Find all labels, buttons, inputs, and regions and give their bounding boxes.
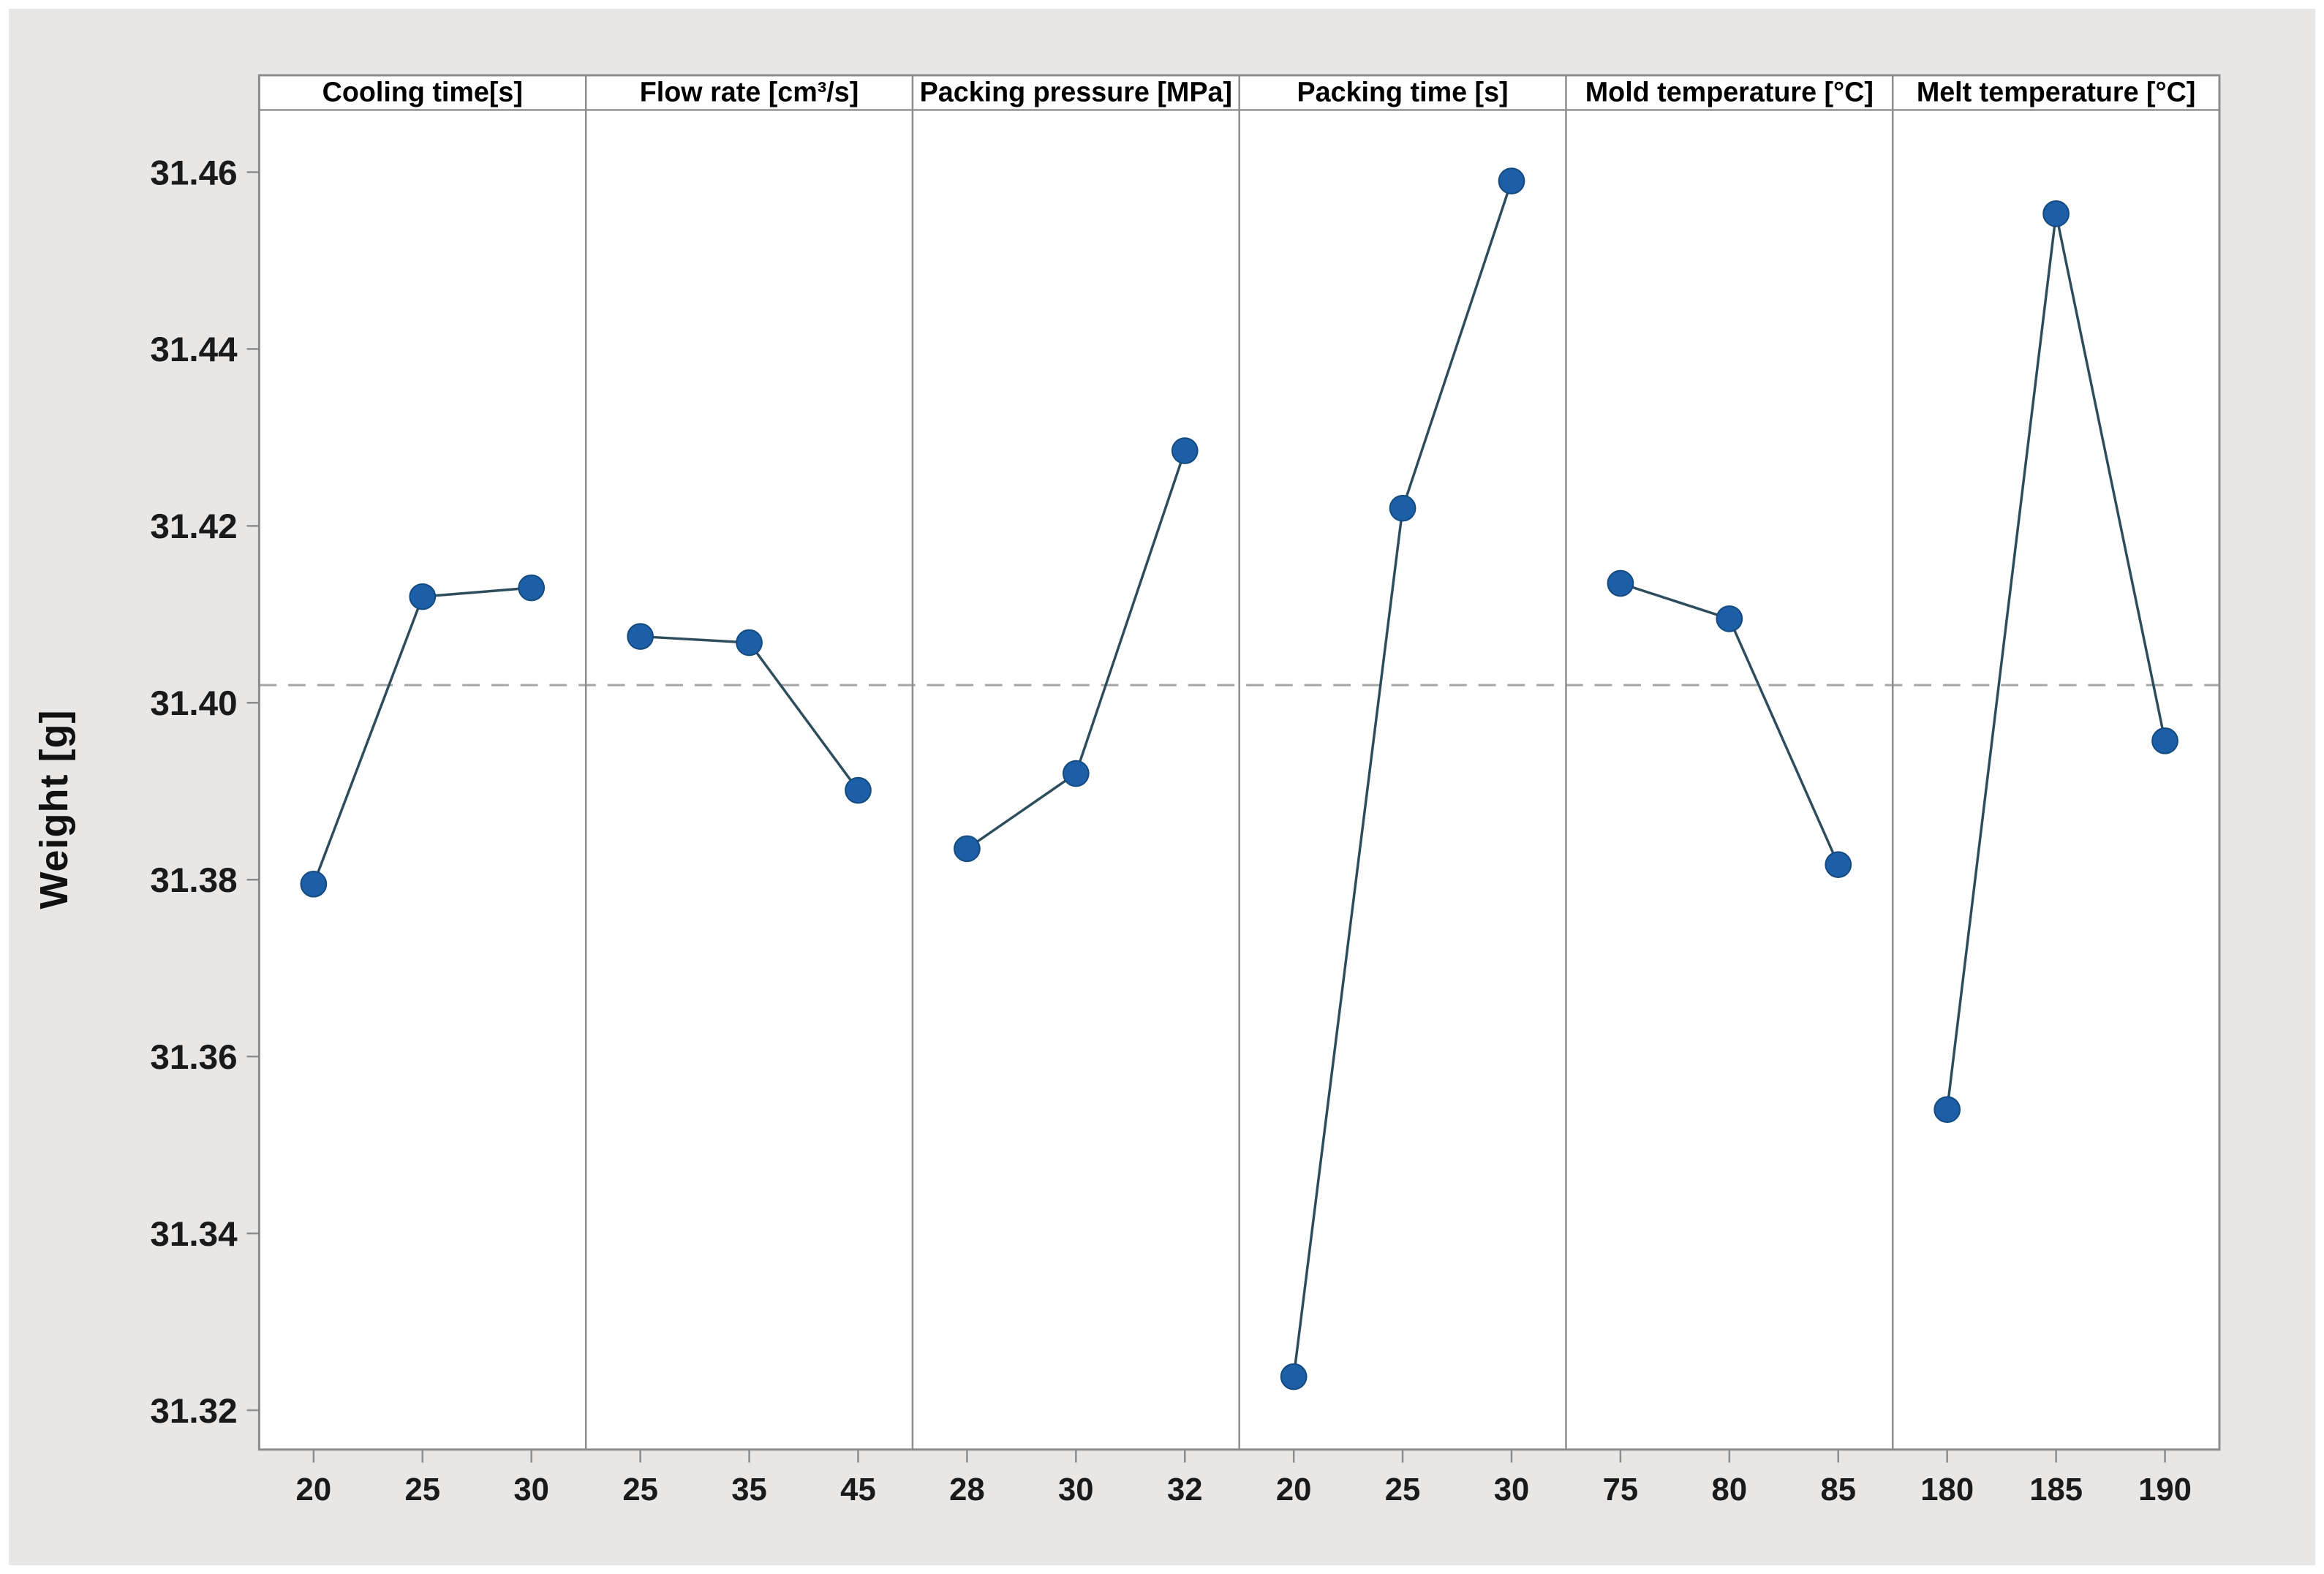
data-point-marker bbox=[1933, 1096, 1961, 1124]
data-point-marker bbox=[954, 835, 981, 863]
plot-frame bbox=[257, 74, 2221, 1451]
x-tick-label: 20 bbox=[296, 1472, 332, 1507]
x-tick-label: 25 bbox=[1385, 1472, 1421, 1507]
y-axis-title: Weight [g] bbox=[32, 709, 76, 909]
chart-canvas: 31.46 31.44 31.42 31.40 31.38 31.36 31.34 31.32… bbox=[150, 74, 2221, 1507]
x-tick-label: 75 bbox=[1603, 1472, 1639, 1507]
x-tick-label: 185 bbox=[2029, 1472, 2083, 1507]
y-tick-label: 31.42 bbox=[150, 507, 237, 546]
panel-header-label: Mold temperature [°C] bbox=[1585, 77, 1874, 107]
x-tick-label: 25 bbox=[622, 1472, 658, 1507]
panel-header-label: Packing time [s] bbox=[1297, 77, 1509, 107]
data-point-marker bbox=[518, 574, 546, 602]
data-point-marker bbox=[409, 583, 437, 610]
y-tick-label: 31.32 bbox=[150, 1392, 237, 1431]
y-tick-label: 31.44 bbox=[150, 330, 238, 369]
x-tick-label: 28 bbox=[949, 1472, 985, 1507]
x-tick-label: 190 bbox=[2138, 1472, 2192, 1507]
x-tick-label: 30 bbox=[1494, 1472, 1530, 1507]
x-tick-label: 30 bbox=[1058, 1472, 1094, 1507]
data-point-marker bbox=[845, 776, 872, 804]
y-tick-label: 31.38 bbox=[150, 861, 237, 900]
data-point-marker bbox=[1498, 167, 1525, 194]
data-point-marker bbox=[2151, 727, 2178, 754]
panel-header-label: Packing pressure [MPa] bbox=[920, 77, 1232, 107]
x-tick-label: 35 bbox=[731, 1472, 767, 1507]
x-tick-label: 180 bbox=[1920, 1472, 1974, 1507]
x-tick-label: 85 bbox=[1820, 1472, 1856, 1507]
panel-header-label: Cooling time[s] bbox=[322, 77, 523, 107]
x-tick-label: 45 bbox=[840, 1472, 876, 1507]
y-tick-label: 31.36 bbox=[150, 1038, 237, 1077]
y-tick-label: 31.46 bbox=[150, 154, 237, 192]
data-point-marker bbox=[1389, 494, 1416, 522]
x-tick-label: 80 bbox=[1712, 1472, 1748, 1507]
data-point-marker bbox=[2042, 200, 2070, 227]
x-tick-label: 30 bbox=[513, 1472, 549, 1507]
data-point-marker bbox=[1171, 437, 1199, 464]
data-point-marker bbox=[1825, 851, 1852, 878]
data-point-marker bbox=[1280, 1363, 1308, 1391]
data-point-marker bbox=[1062, 760, 1090, 787]
x-tick-label: 25 bbox=[404, 1472, 440, 1507]
panel-header-label: Flow rate [cm³/s] bbox=[640, 77, 859, 107]
data-point-marker bbox=[736, 629, 763, 657]
panel-header-label: Melt temperature [°C] bbox=[1917, 77, 2196, 107]
main-effects-plot-figure: 31.46 31.44 31.42 31.40 31.38 31.36 31.34 31.32… bbox=[9, 9, 2315, 1565]
data-point-marker bbox=[1716, 605, 1743, 632]
y-tick-label: 31.40 bbox=[150, 684, 237, 723]
data-point-marker bbox=[627, 623, 654, 650]
y-tick-label: 31.34 bbox=[150, 1215, 238, 1254]
x-tick-label: 20 bbox=[1276, 1472, 1312, 1507]
data-point-marker bbox=[300, 870, 328, 898]
data-point-marker bbox=[1607, 570, 1634, 597]
x-tick-label: 32 bbox=[1167, 1472, 1203, 1507]
